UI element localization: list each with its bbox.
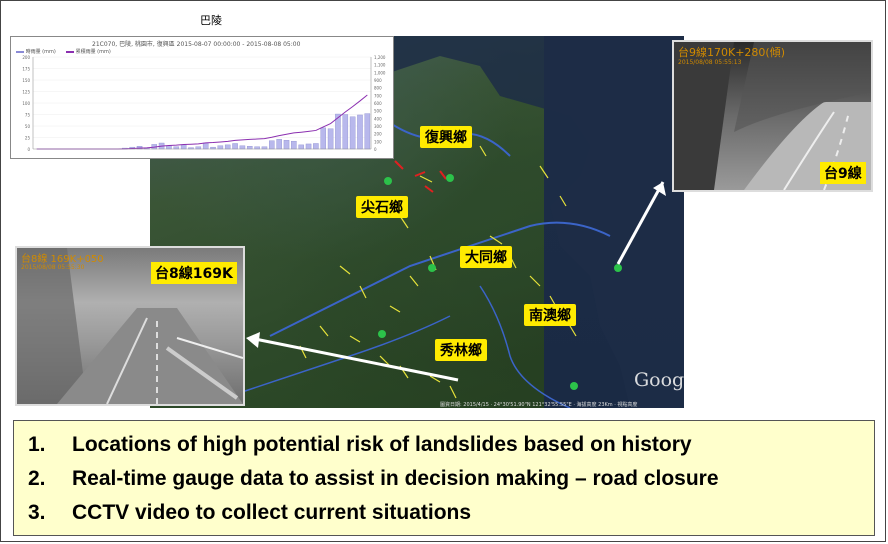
chart-bar bbox=[239, 145, 246, 150]
chart-bar bbox=[232, 143, 238, 150]
chart-bar bbox=[283, 140, 290, 150]
chart-bar bbox=[342, 114, 349, 150]
chart-bar bbox=[202, 142, 209, 150]
cctv-view-tai9[interactable]: 台9線170K+280(傾) 2015/08/08 05:55:13 台9線 bbox=[672, 40, 873, 192]
chart-bar bbox=[180, 144, 187, 150]
legend-hourly: 時雨量 (mm) bbox=[16, 48, 56, 55]
chart-subtitle: 21C070, 巴陵, 桃園市, 復興區 2015-08-07 00:00:00… bbox=[92, 41, 301, 48]
label-datong: 大同鄉 bbox=[460, 246, 512, 268]
chart-right-tick: 600 bbox=[374, 101, 382, 106]
chart-right-tick: 500 bbox=[374, 109, 382, 114]
chart-left-tick: 150 bbox=[22, 78, 30, 83]
chart-right-tick: 400 bbox=[374, 116, 382, 121]
chart-bar bbox=[327, 128, 334, 150]
cam-right-overlay: 台9線170K+280(傾) bbox=[678, 46, 786, 59]
note-item: 1. Locations of high potential risk of la… bbox=[28, 433, 692, 456]
chart-left-tick: 50 bbox=[25, 124, 31, 129]
cctv-view-tai8[interactable]: 台8線 169K+050 2015/08/08 05:55:30 台8線169K bbox=[15, 246, 245, 406]
chart-bar bbox=[173, 146, 180, 150]
road-scene-foggy bbox=[17, 248, 243, 404]
chart-bar bbox=[313, 143, 319, 150]
google-watermark: Goog bbox=[634, 369, 685, 391]
chart-left-tick: 75 bbox=[25, 113, 31, 118]
cam-left-timestamp: 2015/08/08 05:55:30 bbox=[21, 264, 85, 271]
cam-left-caption: 台8線169K bbox=[151, 262, 237, 284]
chart-left-tick: 200 bbox=[22, 55, 30, 60]
chart-bar bbox=[217, 145, 224, 150]
chart-left-tick: 25 bbox=[25, 136, 31, 141]
rainfall-chart: 200 175 150 125 100 75 50 25 0 1,200 1,100 1,000 900… bbox=[22, 55, 386, 152]
cam-right-timestamp: 2015/08/08 05:55:13 bbox=[678, 59, 742, 66]
legend-cumulative: 累積雨量 (mm) bbox=[66, 48, 111, 55]
chart-bar bbox=[320, 127, 327, 150]
chart-right-tick: 700 bbox=[374, 93, 382, 98]
chart-bar bbox=[254, 146, 260, 150]
label-fuxing: 復興鄉 bbox=[420, 126, 472, 148]
chart-bar bbox=[224, 144, 231, 150]
notes-box: 1. Locations of high potential risk of la… bbox=[13, 420, 875, 536]
chart-bar bbox=[364, 113, 371, 150]
cam-left-overlay: 台8線 169K+050 bbox=[21, 254, 104, 265]
note-item: 3. CCTV video to collect current situatio… bbox=[28, 501, 472, 524]
chart-right-tick: 1,100 bbox=[374, 63, 386, 68]
chart-left-tick: 175 bbox=[22, 67, 30, 72]
chart-bar bbox=[276, 139, 282, 150]
chart-right-tick: 100 bbox=[374, 139, 382, 144]
chart-bar bbox=[357, 114, 363, 150]
chart-left-tick: 125 bbox=[22, 90, 30, 95]
chart-right-tick: 1,000 bbox=[374, 70, 386, 75]
chart-right-tick: 800 bbox=[374, 86, 382, 91]
chart-bar bbox=[305, 143, 312, 150]
chart-right-tick: 300 bbox=[374, 124, 382, 129]
chart-bar bbox=[195, 146, 202, 150]
rainfall-chart-panel: 200 175 150 125 100 75 50 25 0 1,200 1,100 1,000 900… bbox=[10, 36, 394, 159]
cam-right-caption: 台9線 bbox=[820, 162, 866, 184]
chart-bar bbox=[298, 144, 304, 150]
chart-left-tick: 0 bbox=[27, 147, 30, 152]
chart-right-tick: 200 bbox=[374, 132, 382, 137]
note-item: 2. Real-time gauge data to assist in deci… bbox=[28, 467, 719, 490]
chart-right-tick: 1,200 bbox=[374, 55, 386, 60]
chart-title: 巴陵 bbox=[200, 14, 222, 27]
chart-right-tick: 900 bbox=[374, 78, 382, 83]
chart-right-tick: 0 bbox=[374, 147, 377, 152]
label-jianshi: 尖石鄉 bbox=[356, 196, 408, 218]
chart-bar bbox=[349, 116, 356, 150]
chart-bar bbox=[269, 140, 275, 150]
camera-arrows bbox=[246, 181, 666, 382]
chart-left-tick: 100 bbox=[22, 101, 30, 106]
chart-bar bbox=[261, 146, 268, 150]
chart-bar bbox=[166, 145, 172, 150]
chart-bar bbox=[291, 140, 297, 150]
chart-bar bbox=[246, 146, 253, 150]
label-xiulin: 秀林鄉 bbox=[435, 339, 487, 361]
label-nanao: 南澳鄉 bbox=[524, 304, 576, 326]
gauge-markers bbox=[378, 174, 622, 390]
map-attribution: 圖資日期: 2015/4/15 · 24°30'51.90"N 121°32'5… bbox=[440, 402, 638, 408]
